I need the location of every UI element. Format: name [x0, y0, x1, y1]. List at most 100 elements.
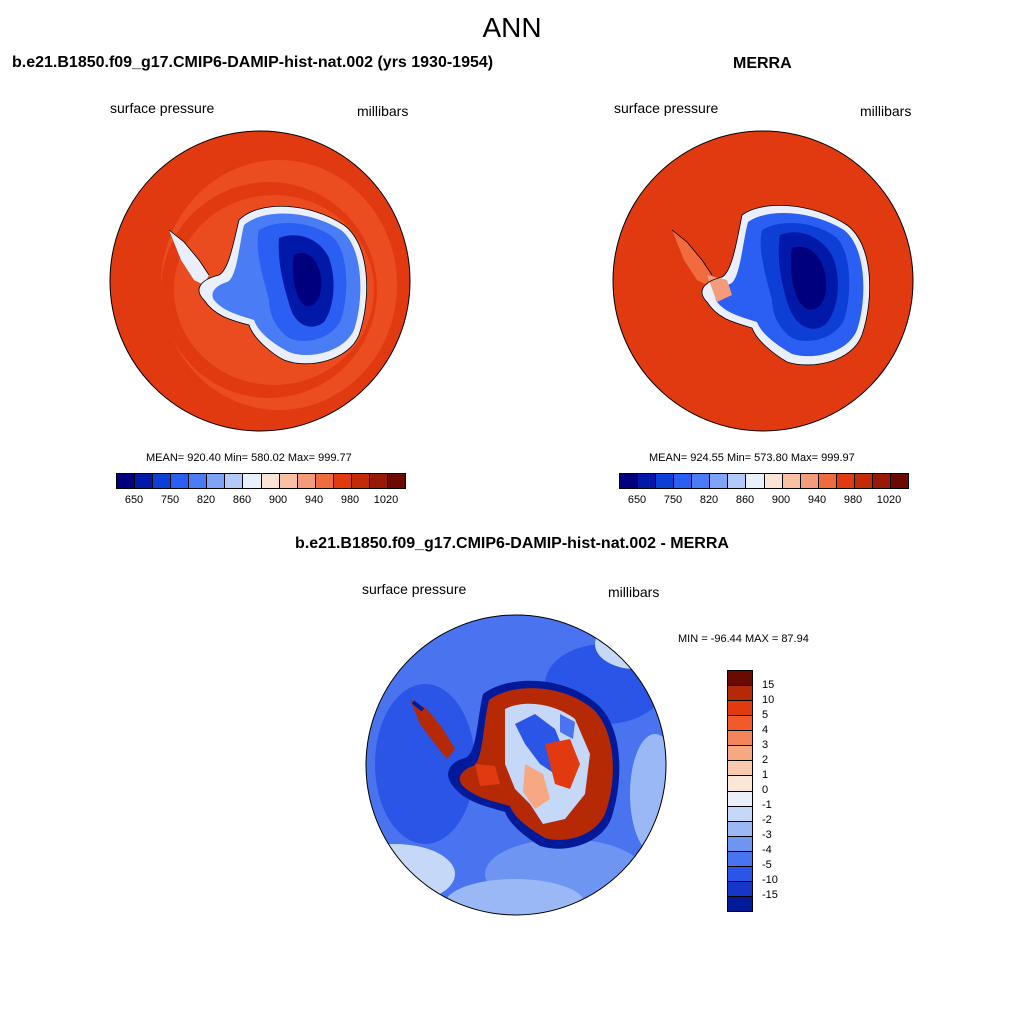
left-colorbar [116, 473, 406, 489]
colorbar-tick-label: -2 [762, 814, 772, 826]
colorbar-tick-label: 940 [807, 494, 827, 506]
colorbar-swatch [728, 866, 752, 882]
colorbar-tick-label: -3 [762, 829, 772, 841]
colorbar-tick-label: 10 [762, 694, 775, 706]
right-stats: MEAN= 924.55 Min= 573.80 Max= 999.97 [649, 452, 855, 464]
diff-variable-label: surface pressure [362, 581, 467, 597]
colorbar-swatch [279, 474, 298, 488]
figure-title: ANN [482, 12, 542, 43]
colorbar-tick-label: 980 [340, 494, 360, 506]
colorbar-swatch [225, 474, 244, 488]
diff-stats: MIN = -96.44 MAX = 87.94 [678, 633, 809, 645]
colorbar-swatch [153, 474, 172, 488]
colorbar-tick-label: 940 [304, 494, 324, 506]
colorbar-tick-label: 860 [232, 494, 252, 506]
left-units-label: millibars [357, 103, 409, 119]
colorbar-tick-label: 650 [124, 494, 144, 506]
colorbar-tick-label: 1 [762, 769, 769, 781]
colorbar-swatch [818, 474, 837, 488]
colorbar-swatch [764, 474, 783, 488]
colorbar-tick-label: 1020 [373, 494, 399, 506]
left-colorbar-ticks: 650 750 820 860 900 940 980 1020 [116, 494, 404, 508]
colorbar-swatch [297, 474, 316, 488]
colorbar-tick-label: 750 [663, 494, 683, 506]
diff-units-label: millibars [608, 584, 660, 600]
colorbar-swatch [728, 474, 747, 488]
colorbar-tick-label: -10 [762, 874, 778, 886]
colorbar-swatch [800, 474, 819, 488]
colorbar-tick-label: 5 [762, 709, 769, 721]
colorbar-swatch [171, 474, 190, 488]
diff-polar-map [365, 614, 667, 916]
left-stats: MEAN= 920.40 Min= 580.02 Max= 999.77 [146, 452, 352, 464]
colorbar-swatch [117, 474, 136, 488]
colorbar-tick-label: 1020 [876, 494, 902, 506]
colorbar-swatch [135, 474, 154, 488]
colorbar-swatch [692, 474, 711, 488]
colorbar-tick-label: -5 [762, 859, 772, 871]
colorbar-tick-label: 900 [771, 494, 791, 506]
colorbar-swatch [728, 671, 752, 687]
colorbar-swatch [387, 474, 405, 488]
colorbar-tick-label: 860 [735, 494, 755, 506]
colorbar-tick-label: 2 [762, 754, 769, 766]
colorbar-swatch [243, 474, 262, 488]
colorbar-swatch [728, 701, 752, 717]
right-variable-label: surface pressure [614, 100, 719, 116]
left-panel-title: b.e21.B1850.f09_g17.CMIP6-DAMIP-hist-nat… [12, 54, 494, 71]
colorbar-swatch [872, 474, 891, 488]
colorbar-tick-label: 4 [762, 724, 769, 736]
colorbar-swatch [836, 474, 855, 488]
colorbar-swatch [261, 474, 280, 488]
colorbar-swatch [333, 474, 352, 488]
colorbar-swatch [315, 474, 334, 488]
diff-colorbar-ticks: 15 10 5 4 3 2 1 0 -1 -2 -3 -4 -5 -10 -15 [762, 670, 802, 910]
colorbar-swatch [638, 474, 657, 488]
colorbar-tick-label: -1 [762, 799, 772, 811]
colorbar-swatch [728, 731, 752, 747]
right-panel-title: MERRA [733, 55, 792, 72]
colorbar-tick-label: 820 [699, 494, 719, 506]
right-polar-map [612, 130, 914, 432]
colorbar-swatch [207, 474, 226, 488]
colorbar-tick-label: 15 [762, 679, 775, 691]
colorbar-swatch [656, 474, 675, 488]
colorbar-swatch [728, 776, 752, 792]
colorbar-swatch [674, 474, 693, 488]
right-colorbar-ticks: 650 750 820 860 900 940 980 1020 [619, 494, 907, 508]
colorbar-swatch [710, 474, 729, 488]
colorbar-swatch [728, 806, 752, 822]
colorbar-swatch [782, 474, 801, 488]
colorbar-swatch [728, 821, 752, 837]
colorbar-tick-label: 0 [762, 784, 769, 796]
diff-panel-title: b.e21.B1850.f09_g17.CMIP6-DAMIP-hist-nat… [295, 535, 729, 552]
colorbar-swatch [728, 746, 752, 762]
left-polar-map [109, 130, 411, 432]
colorbar-swatch [620, 474, 639, 488]
colorbar-swatch [728, 881, 752, 897]
colorbar-tick-label: -15 [762, 889, 778, 901]
colorbar-swatch [746, 474, 765, 488]
colorbar-tick-label: 820 [196, 494, 216, 506]
colorbar-tick-label: 980 [843, 494, 863, 506]
colorbar-tick-label: -4 [762, 844, 772, 856]
colorbar-swatch [728, 791, 752, 807]
colorbar-swatch [728, 896, 752, 911]
colorbar-swatch [854, 474, 873, 488]
colorbar-swatch [728, 761, 752, 777]
colorbar-tick-label: 900 [268, 494, 288, 506]
colorbar-swatch [728, 686, 752, 702]
left-variable-label: surface pressure [110, 100, 215, 116]
colorbar-tick-label: 3 [762, 739, 769, 751]
colorbar-swatch [728, 851, 752, 867]
colorbar-swatch [728, 836, 752, 852]
colorbar-swatch [369, 474, 388, 488]
colorbar-tick-label: 750 [160, 494, 180, 506]
colorbar-swatch [189, 474, 208, 488]
right-colorbar [619, 473, 909, 489]
colorbar-swatch [351, 474, 370, 488]
colorbar-swatch [890, 474, 908, 488]
colorbar-tick-label: 650 [627, 494, 647, 506]
diff-colorbar [727, 670, 753, 912]
right-units-label: millibars [860, 103, 912, 119]
